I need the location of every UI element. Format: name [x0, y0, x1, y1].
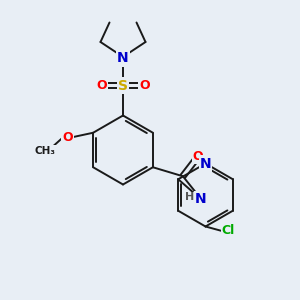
Text: O: O: [62, 131, 73, 144]
Text: H: H: [185, 192, 194, 202]
Text: N: N: [195, 192, 207, 206]
Text: S: S: [118, 79, 128, 92]
Text: O: O: [193, 150, 203, 163]
Text: CH₃: CH₃: [34, 146, 56, 156]
Text: N: N: [200, 157, 211, 170]
Text: Cl: Cl: [221, 224, 235, 238]
Text: N: N: [117, 52, 129, 65]
Text: O: O: [96, 79, 107, 92]
Text: O: O: [139, 79, 150, 92]
